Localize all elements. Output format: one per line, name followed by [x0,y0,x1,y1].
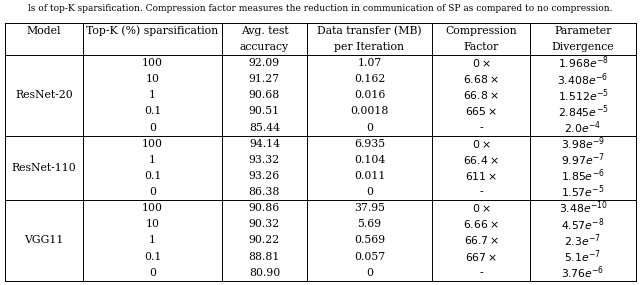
Text: 0: 0 [149,187,156,197]
Text: 1: 1 [149,90,156,100]
Text: $0\times$: $0\times$ [472,57,491,69]
Text: 37.95: 37.95 [354,203,385,213]
Text: 0.1: 0.1 [144,171,161,181]
Text: 0.016: 0.016 [354,90,385,100]
Text: $5.1e^{-7}$: $5.1e^{-7}$ [564,248,602,265]
Text: $66.8\times$: $66.8\times$ [463,89,499,101]
Text: $0\times$: $0\times$ [472,138,491,150]
Text: $3.48e^{-10}$: $3.48e^{-10}$ [559,200,607,217]
Text: 0: 0 [366,268,373,278]
Text: ResNet-20: ResNet-20 [15,90,73,100]
Text: $611\times$: $611\times$ [465,170,497,182]
Text: 0: 0 [149,268,156,278]
Text: 10: 10 [145,74,159,84]
Text: Factor: Factor [464,42,499,52]
Text: 0: 0 [149,123,156,133]
Text: 90.86: 90.86 [249,203,280,213]
Text: 92.09: 92.09 [249,58,280,68]
Text: 0.057: 0.057 [354,252,385,262]
Text: 100: 100 [142,139,163,149]
Text: 0.1: 0.1 [144,107,161,117]
Text: 1: 1 [149,155,156,165]
Text: ls of top-K sparsification. Compression factor measures the reduction in communi: ls of top-K sparsification. Compression … [28,4,612,13]
Text: 94.14: 94.14 [249,139,280,149]
Text: 85.44: 85.44 [249,123,280,133]
Text: -: - [479,268,483,278]
Text: 0: 0 [366,187,373,197]
Text: $0\times$: $0\times$ [472,202,491,214]
Text: 88.81: 88.81 [249,252,280,262]
Text: $6.66\times$: $6.66\times$ [463,218,499,230]
Text: $3.408e^{-6}$: $3.408e^{-6}$ [557,71,609,87]
Text: 0.162: 0.162 [354,74,385,84]
Text: $2.3e^{-7}$: $2.3e^{-7}$ [564,232,602,249]
Text: 100: 100 [142,203,163,213]
Text: VGG11: VGG11 [24,235,64,245]
Text: $3.76e^{-6}$: $3.76e^{-6}$ [561,264,605,281]
Text: 0.569: 0.569 [354,235,385,245]
Text: per Iteration: per Iteration [335,42,404,52]
Text: $665\times$: $665\times$ [465,105,497,117]
Text: 6.935: 6.935 [354,139,385,149]
Text: $3.98e^{-9}$: $3.98e^{-9}$ [561,135,605,152]
Text: $1.85e^{-6}$: $1.85e^{-6}$ [561,168,605,184]
Text: 10: 10 [145,219,159,229]
Text: Top-K (%) sparsification: Top-K (%) sparsification [86,26,219,36]
Text: $6.68\times$: $6.68\times$ [463,73,499,85]
Text: 0: 0 [366,123,373,133]
Text: 1: 1 [149,235,156,245]
Text: $1.512e^{-5}$: $1.512e^{-5}$ [557,87,609,104]
Text: 90.22: 90.22 [249,235,280,245]
Text: $2.845e^{-5}$: $2.845e^{-5}$ [557,103,608,120]
Text: 0.011: 0.011 [354,171,385,181]
Text: 0.0018: 0.0018 [350,107,388,117]
Text: 100: 100 [142,58,163,68]
Text: 91.27: 91.27 [249,74,280,84]
Text: 93.32: 93.32 [249,155,280,165]
Text: $667\times$: $667\times$ [465,251,497,262]
Text: 86.38: 86.38 [249,187,280,197]
Text: 80.90: 80.90 [249,268,280,278]
Text: Model: Model [27,26,61,36]
Text: Data transfer (MB): Data transfer (MB) [317,26,422,36]
Text: 90.68: 90.68 [249,90,280,100]
Text: $4.57e^{-8}$: $4.57e^{-8}$ [561,216,605,233]
Text: 90.51: 90.51 [249,107,280,117]
Text: ResNet-110: ResNet-110 [12,163,76,173]
Text: accuracy: accuracy [240,42,289,52]
Text: $1.57e^{-5}$: $1.57e^{-5}$ [561,184,605,200]
Text: Divergence: Divergence [552,42,614,52]
Text: 93.26: 93.26 [249,171,280,181]
Text: Compression: Compression [445,26,517,36]
Text: 5.69: 5.69 [357,219,381,229]
Text: 0.104: 0.104 [354,155,385,165]
Text: $9.97e^{-7}$: $9.97e^{-7}$ [561,152,605,168]
Text: -: - [479,187,483,197]
Text: $2.0e^{-4}$: $2.0e^{-4}$ [564,119,602,136]
Text: 90.32: 90.32 [249,219,280,229]
Text: 0.1: 0.1 [144,252,161,262]
Text: 1.07: 1.07 [357,58,381,68]
Text: -: - [479,123,483,133]
Text: Avg. test: Avg. test [241,26,288,36]
Text: Parameter: Parameter [554,26,612,36]
Text: $1.968e^{-8}$: $1.968e^{-8}$ [557,55,609,72]
Text: $66.4\times$: $66.4\times$ [463,154,499,166]
Text: $66.7\times$: $66.7\times$ [464,235,499,247]
